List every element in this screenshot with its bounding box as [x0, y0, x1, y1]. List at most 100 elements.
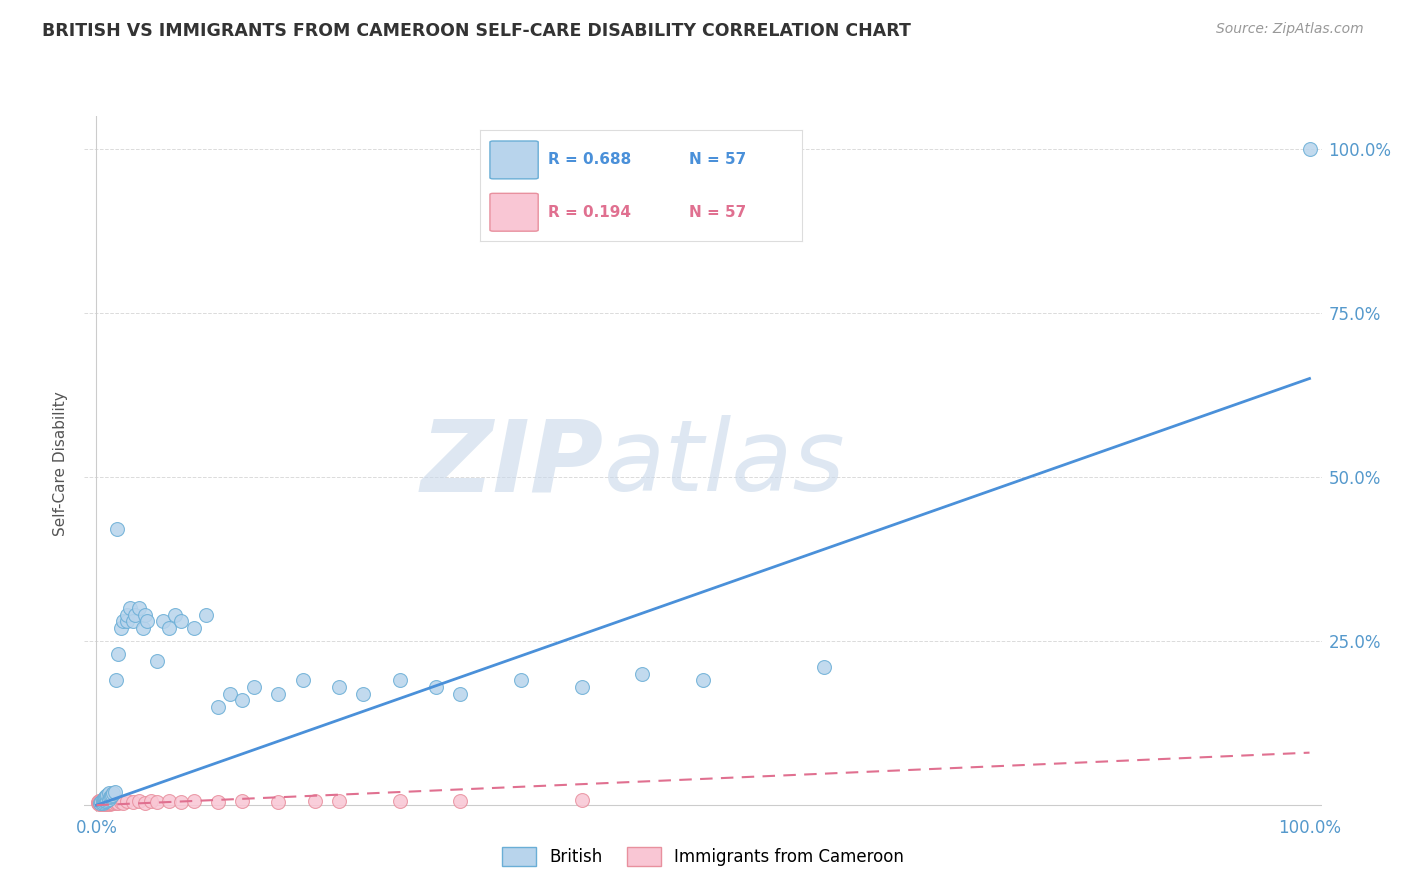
Point	[86, 795, 108, 809]
Point	[90, 797, 112, 811]
Point	[112, 796, 135, 810]
Point	[96, 793, 118, 807]
Point	[94, 790, 117, 805]
Point	[510, 673, 533, 688]
Point	[146, 795, 169, 809]
Point	[134, 607, 156, 622]
Point	[97, 791, 120, 805]
Point	[89, 796, 111, 810]
Point	[94, 796, 117, 810]
Point	[107, 796, 129, 810]
Point	[291, 673, 314, 688]
Point	[157, 621, 180, 635]
Point	[207, 699, 229, 714]
Point	[105, 523, 128, 537]
Point	[103, 796, 125, 810]
Point	[96, 797, 118, 811]
Point	[89, 796, 111, 810]
Point	[128, 794, 150, 808]
Point	[571, 680, 593, 694]
Point	[94, 797, 117, 811]
Point	[107, 647, 129, 661]
Point	[115, 794, 138, 808]
Point	[101, 788, 124, 802]
Point	[183, 621, 205, 635]
Point	[94, 794, 117, 808]
Point	[91, 797, 114, 811]
Text: BRITISH VS IMMIGRANTS FROM CAMEROON SELF-CARE DISABILITY CORRELATION CHART: BRITISH VS IMMIGRANTS FROM CAMEROON SELF…	[42, 22, 911, 40]
Point	[157, 794, 180, 808]
Point	[128, 601, 150, 615]
Y-axis label: Self-Care Disability: Self-Care Disability	[53, 392, 69, 536]
Point	[98, 790, 121, 805]
Point	[146, 654, 169, 668]
Point	[91, 793, 114, 807]
Point	[100, 795, 122, 809]
Point	[90, 794, 112, 808]
Point	[91, 794, 114, 808]
Point	[112, 615, 135, 629]
Point	[87, 797, 110, 811]
Text: ZIP: ZIP	[420, 416, 605, 512]
Point	[122, 795, 145, 809]
Point	[93, 795, 115, 809]
Point	[328, 680, 350, 694]
Point	[96, 796, 118, 810]
Point	[388, 673, 411, 688]
Point	[449, 687, 471, 701]
Point	[100, 796, 122, 810]
Point	[110, 795, 132, 809]
Point	[115, 615, 138, 629]
Point	[267, 687, 290, 701]
Point	[91, 793, 114, 807]
Point	[98, 797, 121, 811]
Point	[91, 796, 114, 810]
Point	[89, 793, 111, 807]
Point	[631, 666, 654, 681]
Point	[231, 693, 253, 707]
Point	[96, 793, 118, 807]
Point	[170, 615, 193, 629]
Point	[91, 796, 114, 810]
Point	[93, 793, 115, 807]
Point	[110, 621, 132, 635]
Point	[136, 615, 159, 629]
Point	[93, 796, 115, 810]
Point	[97, 786, 120, 800]
Point	[120, 601, 142, 615]
Point	[93, 791, 115, 805]
Point	[96, 789, 118, 803]
Point	[219, 687, 242, 701]
Point	[813, 660, 835, 674]
Point	[115, 607, 138, 622]
Point	[267, 795, 290, 809]
Point	[98, 796, 121, 810]
Point	[425, 680, 447, 694]
Point	[96, 796, 118, 810]
Point	[97, 795, 120, 809]
Point	[122, 615, 145, 629]
Point	[170, 795, 193, 809]
Point	[449, 794, 471, 808]
Point	[231, 793, 253, 807]
Point	[90, 795, 112, 809]
Point	[1298, 142, 1320, 156]
Point	[87, 796, 110, 810]
Point	[304, 793, 326, 807]
Point	[105, 795, 128, 809]
Point	[134, 796, 156, 810]
Point	[87, 794, 110, 808]
Point	[131, 621, 153, 635]
Point	[183, 794, 205, 808]
Point	[94, 794, 117, 808]
Point	[96, 795, 118, 809]
Point	[104, 795, 127, 809]
Point	[89, 795, 111, 809]
Legend: British, Immigrants from Cameroon: British, Immigrants from Cameroon	[495, 840, 911, 873]
Point	[96, 793, 118, 807]
Point	[328, 794, 350, 808]
Text: atlas: atlas	[605, 416, 845, 512]
Point	[104, 785, 127, 799]
Point	[194, 607, 217, 622]
Point	[103, 786, 125, 800]
